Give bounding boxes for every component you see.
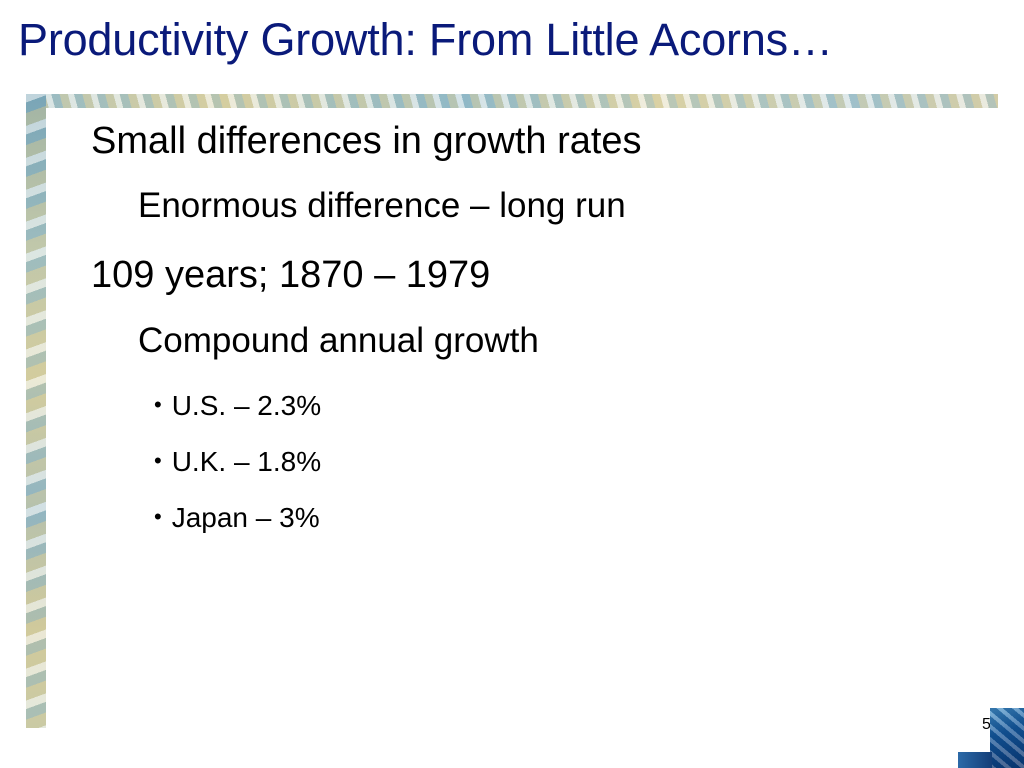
bullet-item-us: • U.S. – 2.3% [154, 390, 321, 422]
decorative-corner-strip [958, 752, 992, 768]
body-line-3: 109 years; 1870 – 1979 [91, 254, 491, 296]
body-line-4: Compound annual growth [138, 321, 539, 360]
bullet-text-uk: U.K. – 1.8% [171, 446, 322, 477]
bullet-item-uk: • U.K. – 1.8% [154, 446, 321, 478]
decorative-frame-top [26, 94, 998, 108]
decorative-corner [990, 708, 1024, 768]
slide-body: Small differences in growth rates Enormo… [46, 108, 998, 728]
body-line-2: Enormous difference – long run [138, 186, 626, 225]
page-number: 5 [982, 716, 991, 733]
bullet-icon: • [154, 504, 162, 529]
bullet-icon: • [154, 448, 162, 473]
slide-title: Productivity Growth: From Little Acorns… [18, 14, 833, 65]
bullet-icon: • [154, 392, 162, 417]
bullet-text-japan: Japan – 3% [171, 502, 320, 533]
decorative-frame-left [26, 94, 46, 728]
bullet-item-japan: • Japan – 3% [154, 502, 320, 534]
bullet-text-us: U.S. – 2.3% [171, 390, 322, 421]
body-line-1: Small differences in growth rates [91, 120, 642, 162]
